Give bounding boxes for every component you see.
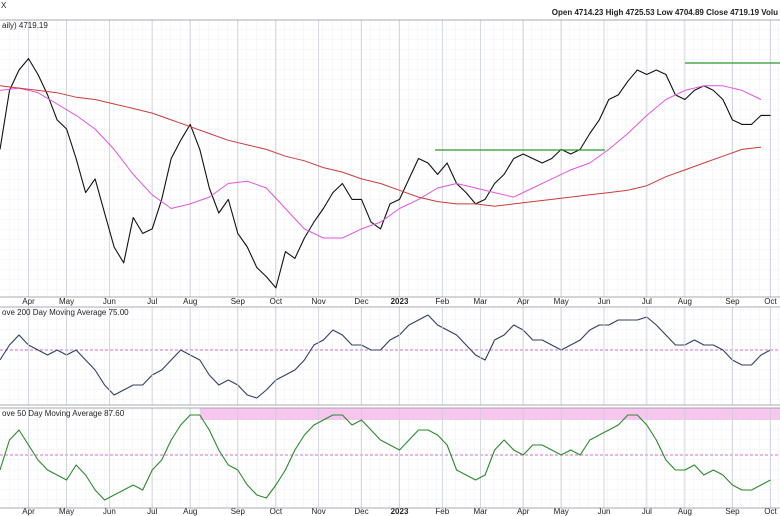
x-tick-label: Oct bbox=[764, 297, 777, 306]
series-line bbox=[0, 85, 762, 207]
panel: Apr May Jun Jul Aug Sep Oct Nov Dec 2023 Feb Mar Apr… bbox=[0, 307, 777, 516]
x-tick-label: Jul bbox=[642, 507, 652, 516]
x-tick-label: 2023 bbox=[391, 297, 409, 306]
x-tick-label: Jun bbox=[103, 507, 116, 516]
highlight-band bbox=[200, 408, 780, 420]
x-tick-label: Aug bbox=[183, 507, 197, 516]
series-line bbox=[0, 85, 762, 239]
x-tick-label: Dec bbox=[354, 507, 368, 516]
x-tick-label: Mar bbox=[473, 297, 487, 306]
x-tick-label: Sep bbox=[725, 507, 740, 516]
x-tick-label: Oct bbox=[270, 297, 283, 306]
frame bbox=[0, 19, 780, 509]
x-tick-label: Aug bbox=[678, 507, 692, 516]
series-line bbox=[0, 58, 771, 289]
x-tick-label: Sep bbox=[231, 507, 246, 516]
series-line bbox=[0, 414, 771, 501]
panel-title: aily) 4719.19 bbox=[2, 21, 48, 30]
x-tick-label: Aug bbox=[183, 297, 197, 306]
panel-grid bbox=[0, 408, 780, 508]
panel bbox=[0, 314, 771, 399]
x-tick-label: Nov bbox=[312, 297, 326, 306]
x-tick-label: Jul bbox=[147, 297, 157, 306]
ohlc: Open 4714.23 High 4725.53 Low 4704.89 Cl… bbox=[552, 8, 778, 17]
x-tick-label: Oct bbox=[270, 507, 283, 516]
panel: Apr May Jun Jul Aug Sep Oct Nov Dec 2023 Feb Mar Apr… bbox=[0, 20, 777, 306]
x-tick-label: Jul bbox=[642, 297, 652, 306]
panel-title: ove 50 Day Moving Average 87.60 bbox=[2, 409, 125, 418]
panel-grid bbox=[0, 20, 780, 297]
plot: Apr May Jun Jul Aug Sep Oct Nov Dec 2023 Feb Mar Apr… bbox=[0, 20, 777, 516]
x-tick-label: Aug bbox=[678, 297, 692, 306]
panel-grid bbox=[0, 307, 780, 405]
symbol: X bbox=[1, 1, 7, 10]
x-tick-label: May bbox=[59, 507, 74, 516]
x-tick-label: Apr bbox=[517, 507, 530, 516]
series-line bbox=[0, 314, 771, 399]
x-tick-label: Feb bbox=[435, 297, 449, 306]
x-tick-label: Jun bbox=[598, 297, 611, 306]
x-tick-label: Mar bbox=[473, 507, 487, 516]
x-tick-label: May bbox=[554, 507, 569, 516]
x-tick-label: May bbox=[554, 297, 569, 306]
x-tick-label: Apr bbox=[22, 507, 35, 516]
x-tick-label: 2023 bbox=[391, 507, 409, 516]
x-tick-label: Jun bbox=[103, 297, 116, 306]
x-tick-label: May bbox=[59, 297, 74, 306]
x-tick-label: Sep bbox=[231, 297, 246, 306]
x-tick-label: Dec bbox=[354, 297, 368, 306]
x-tick-label: Jun bbox=[598, 507, 611, 516]
x-tick-label: Jul bbox=[147, 507, 157, 516]
x-tick-label: Nov bbox=[312, 507, 326, 516]
panel-title: ove 200 Day Moving Average 75.00 bbox=[2, 308, 129, 317]
x-tick-label: Sep bbox=[725, 297, 740, 306]
x-tick-label: Apr bbox=[22, 297, 35, 306]
x-tick-label: Oct bbox=[764, 507, 777, 516]
x-tick-label: Apr bbox=[517, 297, 530, 306]
x-tick-label: Feb bbox=[435, 507, 449, 516]
